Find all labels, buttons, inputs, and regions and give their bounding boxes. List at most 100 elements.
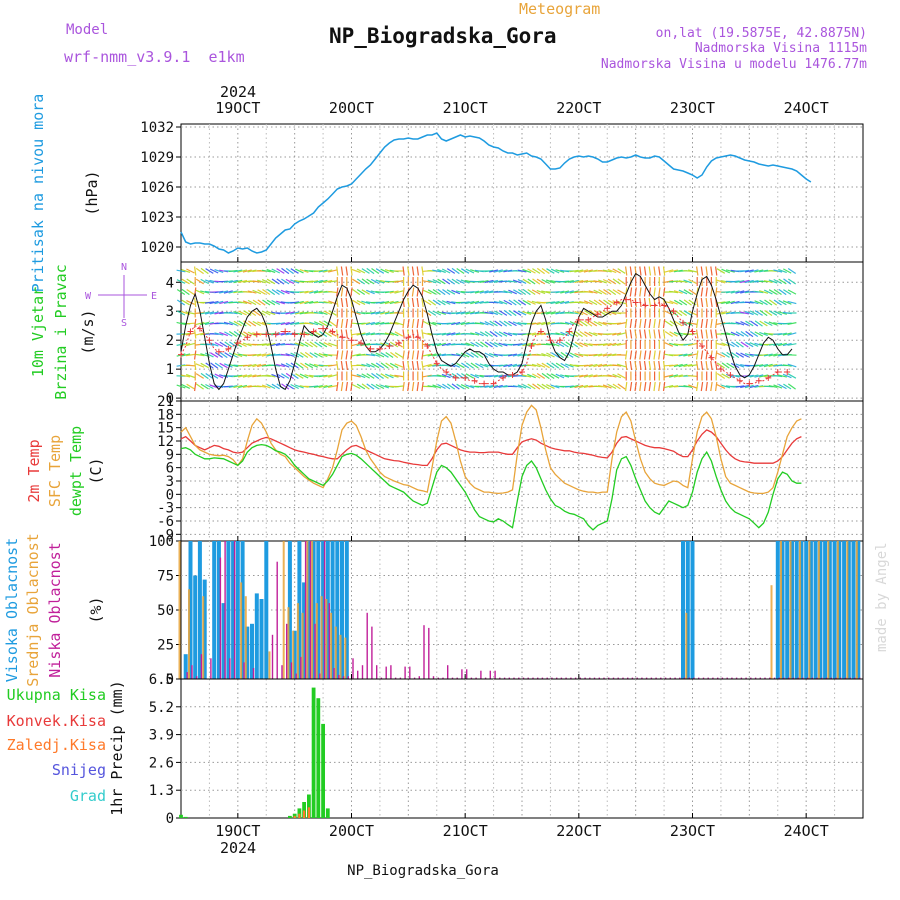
wind-arrow [416, 360, 419, 371]
wind-arrow [451, 311, 461, 315]
wind-arrow [304, 341, 314, 348]
wind-arrow [754, 320, 763, 327]
wind-arrow [345, 297, 348, 308]
wind-arrow [740, 311, 750, 315]
wind-arrow [583, 342, 593, 347]
wind-arrow [242, 364, 252, 367]
cloud-bar [827, 541, 832, 679]
wind-arrow [583, 364, 593, 367]
cloud-bar [754, 677, 757, 679]
wind-arrow [416, 318, 419, 329]
wind-gust-marker [225, 345, 232, 352]
cloud-bar [589, 677, 591, 679]
wind-arrow [252, 320, 261, 327]
cloud-bar [780, 541, 782, 679]
wind-arrow [517, 375, 527, 377]
wind-arrow [740, 384, 750, 389]
wind-arrow [555, 351, 564, 359]
wind-arrow [238, 353, 248, 357]
wind-gust-marker [661, 302, 668, 309]
wind-arrow [612, 383, 621, 390]
cloud-bar [226, 541, 231, 679]
cloud-bar [404, 666, 406, 679]
cloud-bar [636, 677, 638, 679]
temperature-line [180, 443, 802, 531]
wind-arrow [705, 381, 708, 392]
precip-bar [311, 687, 316, 818]
cloud-bar [191, 665, 193, 679]
wind-arrow [778, 299, 787, 306]
wind-arrow [209, 311, 219, 315]
wind-arrow [366, 278, 375, 285]
cloud-bar [489, 670, 491, 679]
wind-arrow [185, 353, 195, 357]
wind-arrow [536, 278, 546, 285]
cloud-bar [233, 541, 236, 679]
wind-gust-marker [490, 380, 497, 387]
y-tick-label: -3 [157, 501, 174, 517]
wind-arrow [531, 363, 541, 368]
wind-arrow [512, 385, 522, 388]
wind-arrow [224, 352, 233, 358]
wind-arrow [281, 373, 290, 379]
wind-arrow [194, 360, 197, 371]
wind-arrow [564, 290, 574, 294]
x-tick-label-top: 21OCT [443, 99, 488, 117]
wind-gust-marker [452, 374, 459, 381]
wind-arrow [629, 318, 633, 329]
wind-arrow [498, 290, 508, 294]
wind-arrow [503, 354, 513, 356]
wind-arrow [768, 385, 778, 388]
cloud-bar [432, 676, 435, 679]
cloud-bar [565, 677, 567, 679]
wind-arrow [489, 374, 499, 378]
wind-arrow [394, 374, 404, 378]
wind-arrow [664, 384, 674, 389]
wind-arrow [643, 318, 647, 329]
wind-arrow [669, 342, 679, 347]
cloud-bar [832, 541, 837, 679]
wind-arrow [658, 287, 661, 297]
wind-arrow [541, 268, 550, 274]
wind-arrow [773, 278, 783, 285]
wind-arrow [664, 300, 674, 305]
wind-gust-marker [698, 342, 705, 349]
cloud-bar [522, 677, 525, 679]
cloud-bar [759, 677, 761, 679]
wind-arrow [740, 331, 749, 337]
wind-arrow [295, 268, 304, 274]
precip-bar [325, 808, 330, 818]
wind-arrow [422, 353, 432, 357]
wind-arrow [763, 353, 773, 357]
wind-arrow [266, 299, 276, 306]
wind-gust-marker [376, 345, 383, 352]
wind-arrow [261, 269, 271, 273]
wind-arrow [361, 373, 370, 379]
wind-arrow [669, 300, 678, 305]
wind-arrow [323, 301, 333, 304]
temp-ylabel-dewpt: dewpt Temp [67, 426, 85, 516]
wind-arrow [238, 320, 247, 327]
wind-arrow [474, 290, 484, 294]
wind-arrow [664, 374, 674, 378]
wind-arrow [710, 381, 713, 392]
wind-arrow [768, 363, 778, 368]
wind-arrow [275, 322, 286, 325]
cloud-bar [347, 676, 349, 679]
wind-arrow [715, 266, 718, 276]
wind-arrow [441, 364, 451, 367]
cloud-bar [818, 541, 823, 679]
cloud-bar [855, 541, 858, 679]
wind-arrow [295, 362, 304, 369]
wind-arrow [238, 269, 248, 273]
cloud-bar [428, 627, 430, 679]
wind-arrow [214, 300, 224, 305]
wind-arrow [653, 287, 656, 297]
wind-gust-marker [244, 334, 251, 341]
cloud-bar [376, 665, 378, 679]
wind-arrow [687, 353, 698, 357]
wind-arrow [257, 289, 266, 295]
cloud-bar [837, 541, 842, 679]
wind-arrow [536, 363, 546, 368]
wind-arrow [384, 269, 394, 273]
